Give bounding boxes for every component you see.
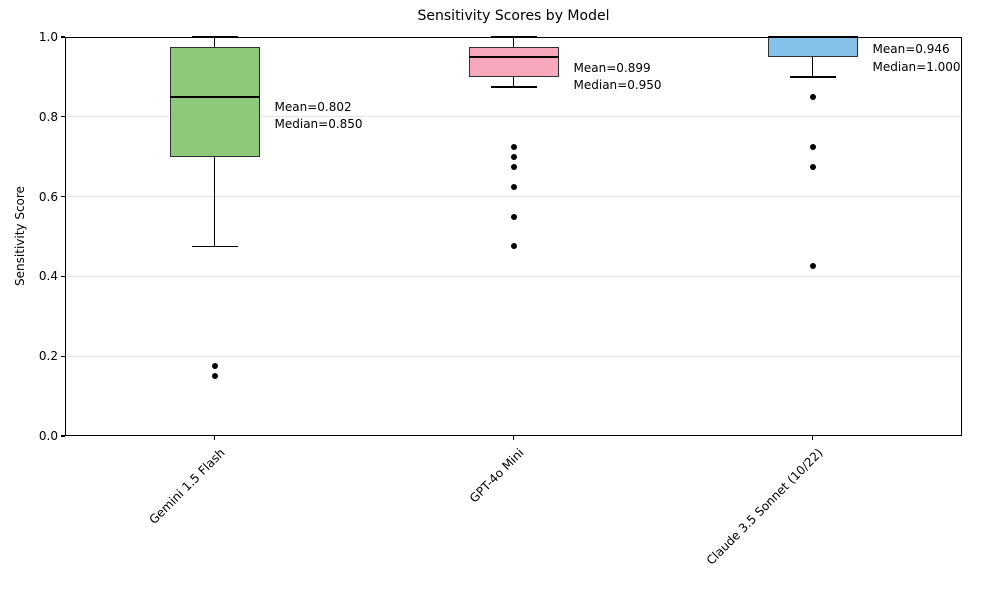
whisker-line [512, 37, 515, 47]
outlier-dot [211, 363, 218, 370]
outlier-dot [809, 143, 816, 150]
outlier-dot [510, 163, 517, 170]
stat-annotation-line: Median=0.850 [274, 117, 363, 131]
stat-annotation: Mean=0.802 Median=0.850 [275, 99, 363, 134]
stat-annotation: Mean=0.946 Median=1.000 [873, 41, 961, 76]
chart-title: Sensitivity Scores by Model [417, 8, 610, 24]
y-tick-label: 0.8 [38, 109, 58, 124]
stat-annotation-line: Median=1.000 [872, 59, 961, 74]
x-tick-mark [213, 436, 216, 440]
stat-annotation-line: Median=0.950 [573, 78, 662, 93]
gridline [65, 275, 962, 277]
outlier-dot [510, 183, 517, 190]
whisker-cap [789, 76, 836, 78]
stat-annotation-line: Mean=0.946 [872, 42, 950, 57]
box [767, 37, 858, 57]
stat-annotation-line: Mean=0.899 [573, 60, 651, 75]
gridline [65, 116, 962, 118]
whisker-line [512, 76, 515, 87]
box [468, 46, 559, 77]
outlier-dot [510, 153, 517, 160]
y-tick-mark [61, 275, 65, 277]
whisker-line [811, 56, 814, 77]
whisker-line [213, 156, 216, 247]
outlier-dot [809, 163, 816, 170]
median-line [767, 36, 858, 38]
y-tick-mark [61, 116, 65, 118]
y-tick-label: 0.4 [38, 269, 58, 284]
gridline [65, 355, 962, 357]
whisker-cap [490, 86, 537, 88]
y-tick-label: 1.0 [38, 30, 58, 44]
y-tick-mark [61, 196, 65, 198]
x-tick-label: GPT-4o Mini [466, 445, 527, 506]
y-tick-mark [61, 36, 65, 38]
x-tick-mark [811, 436, 814, 440]
stat-annotation-line: Mean=0.802 [274, 99, 352, 114]
median-line [169, 96, 260, 98]
outlier-dot [809, 93, 816, 100]
y-tick-mark [61, 355, 65, 357]
whisker-cap [191, 36, 238, 38]
outlier-dot [211, 373, 218, 380]
y-tick-label: 0.2 [38, 349, 58, 364]
x-tick-label: Claude 3.5 Sonnet (10/22) [703, 445, 826, 568]
outlier-dot [510, 143, 517, 150]
y-tick-label: 0.6 [38, 189, 58, 204]
whisker-line [213, 37, 216, 47]
y-tick-label: 0.0 [38, 429, 58, 443]
x-tick-label: Gemini 1.5 Flash [145, 445, 228, 527]
stat-annotation: Mean=0.899 Median=0.950 [574, 60, 662, 95]
whisker-cap [490, 36, 537, 38]
outlier-dot [809, 263, 816, 270]
box [169, 46, 260, 157]
y-tick-mark [61, 435, 65, 437]
gridline [65, 196, 962, 198]
median-line [468, 56, 559, 58]
x-tick-mark [512, 436, 515, 440]
outlier-dot [510, 213, 517, 220]
outlier-dot [510, 243, 517, 250]
whisker-cap [191, 245, 238, 248]
